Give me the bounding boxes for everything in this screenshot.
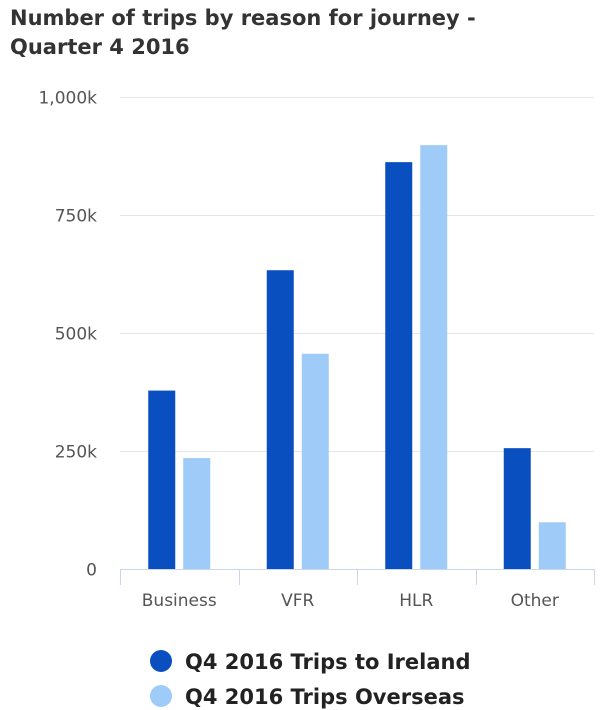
chart-title-line-2: Quarter 4 2016 xyxy=(10,35,190,59)
legend-label: Q4 2016 Trips to Ireland xyxy=(185,650,471,674)
y-tick-label: 500k xyxy=(55,325,97,345)
legend-item[interactable]: Q4 2016 Trips to Ireland xyxy=(150,650,471,674)
bar-hlr-series-1[interactable] xyxy=(385,162,413,570)
bar-vfr-series-2[interactable] xyxy=(301,353,329,569)
chart-title-line-1: Number of trips by reason for journey - xyxy=(10,6,476,30)
grid-lines xyxy=(120,97,594,452)
x-tick-label: Other xyxy=(511,591,559,611)
bars xyxy=(148,145,566,570)
legend-label: Q4 2016 Trips Overseas xyxy=(185,685,465,709)
y-tick-label: 1,000k xyxy=(38,89,97,109)
bar-hlr-series-2[interactable] xyxy=(420,145,448,570)
y-tick-label: 750k xyxy=(55,207,97,227)
x-axis: Business VFR HLR Other xyxy=(120,569,595,611)
bar-other-series-1[interactable] xyxy=(503,448,531,569)
y-tick-label: 0 xyxy=(86,561,97,581)
y-axis-ticks: 0 250k 500k 750k 1,000k xyxy=(38,89,97,581)
legend: Q4 2016 Trips to Ireland Q4 2016 Trips Ov… xyxy=(150,650,471,709)
legend-marker xyxy=(150,650,172,672)
x-tick-label: HLR xyxy=(399,591,433,611)
legend-item[interactable]: Q4 2016 Trips Overseas xyxy=(150,685,465,709)
y-tick-label: 250k xyxy=(55,443,97,463)
x-tick-label: VFR xyxy=(281,591,314,611)
bar-other-series-2[interactable] xyxy=(538,522,566,569)
bar-business-series-1[interactable] xyxy=(148,390,176,569)
legend-marker xyxy=(150,685,172,707)
bar-vfr-series-1[interactable] xyxy=(266,270,294,569)
bar-business-series-2[interactable] xyxy=(183,458,211,569)
x-tick-label: Business xyxy=(142,591,217,611)
chart-title: Number of trips by reason for journey - … xyxy=(10,4,600,62)
